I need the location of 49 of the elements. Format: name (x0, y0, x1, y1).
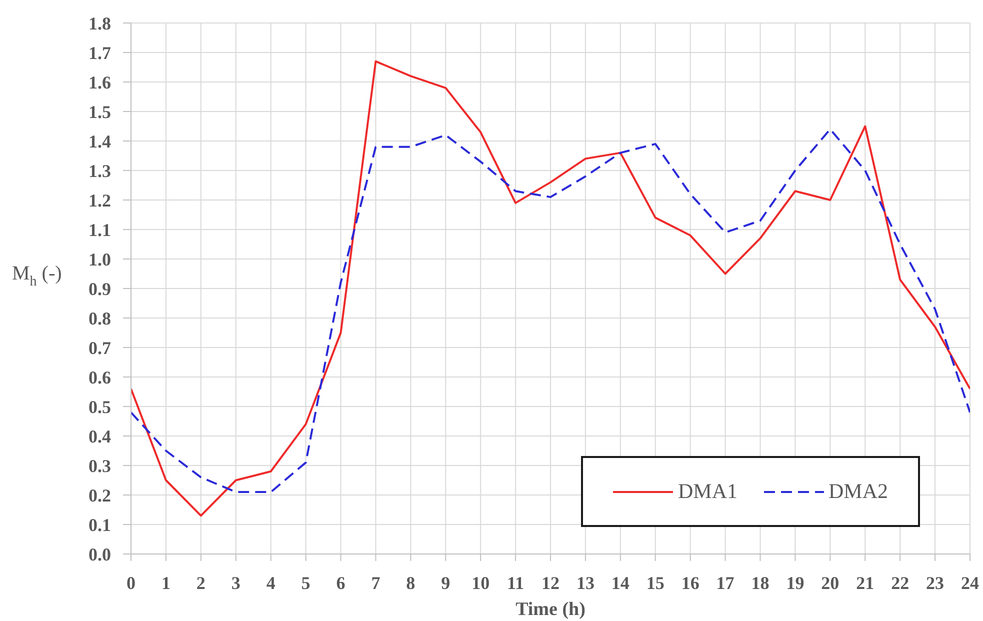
y-tick-label: 0.6 (88, 367, 111, 388)
y-tick-label: 0.5 (88, 396, 111, 417)
x-tick-label: 13 (576, 572, 594, 593)
x-tick-label: 9 (441, 572, 450, 593)
x-tick-label: 17 (716, 572, 734, 593)
y-tick-label: 1.6 (88, 72, 111, 92)
y-tick-label: 0.8 (88, 308, 111, 328)
legend-label: DMA1 (678, 479, 738, 504)
x-tick-label: 5 (301, 572, 310, 593)
x-tick-label: 6 (336, 572, 346, 593)
x-tick-label: 23 (926, 572, 944, 593)
x-tick-label: 2 (196, 572, 206, 593)
x-tick-label: 4 (266, 572, 276, 593)
y-tick-label: 1.5 (88, 102, 111, 122)
line-series (131, 60, 970, 517)
x-tick-label: 16 (681, 572, 700, 593)
x-tick-label: 1 (161, 572, 170, 593)
y-tick-label: 0.2 (88, 485, 111, 506)
x-tick-label: 10 (472, 572, 490, 593)
x-tick-label: 12 (542, 572, 560, 593)
y-tick-label: 1.2 (88, 190, 111, 210)
x-axis-title: Time (h) (516, 599, 586, 620)
x-tick-label: 15 (646, 572, 664, 593)
x-tick-label: 7 (371, 572, 380, 593)
x-tick-label: 0 (126, 572, 136, 593)
x-tick-label: 24 (961, 572, 979, 593)
x-tick-label: 14 (611, 572, 630, 593)
y-tick-label: 1.7 (88, 42, 111, 63)
y-tick-label: 1.1 (88, 220, 111, 240)
x-tick-label: 8 (406, 572, 416, 593)
y-tick-label: 1.4 (88, 131, 111, 152)
y-axis-title: M$_{h}$ (-) (12, 262, 62, 290)
y-tick-label: 1.8 (88, 13, 111, 34)
y-tick-label: 0.9 (88, 278, 111, 299)
x-tick-label: 22 (891, 572, 910, 593)
y-tick-label: 0.4 (88, 426, 111, 446)
y-tick-label: 0.3 (88, 456, 111, 476)
x-tick-label: 18 (751, 572, 770, 593)
x-tick-label: 20 (821, 572, 840, 593)
y-tick-label: 0.7 (88, 338, 111, 358)
legend-label: DMA2 (828, 479, 888, 504)
y-tick-label: 0.0 (88, 544, 111, 564)
x-tick-label: 11 (507, 572, 524, 593)
x-tick-label: 3 (231, 572, 240, 593)
x-tick-label: 19 (786, 572, 804, 593)
y-tick-label: 1.3 (88, 160, 111, 181)
y-tick-label: 1.0 (88, 249, 111, 270)
y-tick-label: 0.1 (88, 514, 111, 535)
x-tick-label: 21 (856, 572, 874, 593)
